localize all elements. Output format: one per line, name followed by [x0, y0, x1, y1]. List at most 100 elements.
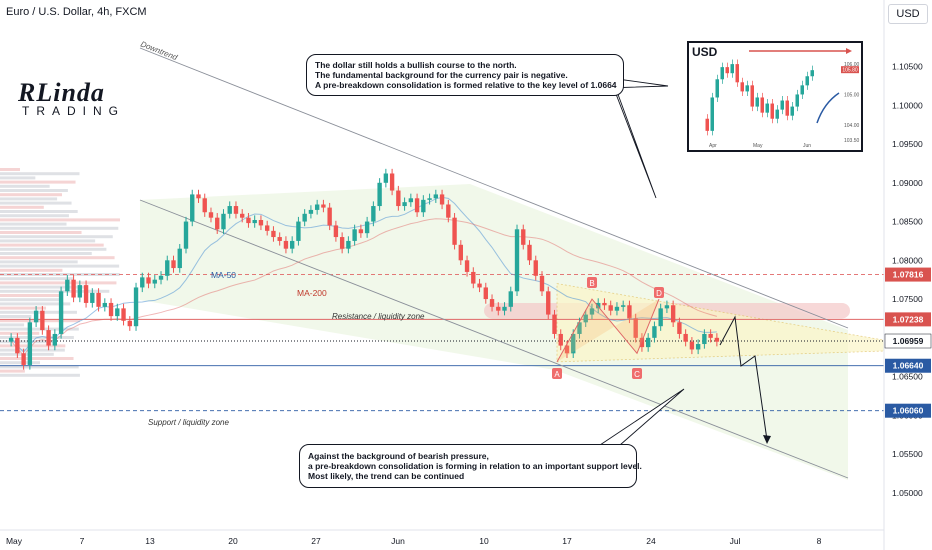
candle-body — [177, 248, 182, 269]
price-tick-label: 1.09500 — [892, 139, 923, 149]
time-tick-label: 10 — [479, 536, 489, 546]
inset-candle-body — [705, 118, 709, 131]
inset-candle-body — [735, 64, 739, 83]
volume-profile-bar — [0, 369, 25, 373]
candle-body — [458, 244, 463, 261]
candle-body — [15, 337, 20, 354]
inset-label: USD — [692, 45, 718, 59]
candle-body — [414, 198, 420, 213]
trend-layer — [10, 47, 849, 479]
candle-body — [283, 240, 289, 249]
volume-profile-bar — [0, 285, 88, 289]
candle-body — [621, 305, 626, 307]
candle-body — [196, 194, 201, 199]
volume-profile-bar — [0, 243, 104, 247]
time-tick-label: Jun — [391, 536, 405, 546]
time-tick-label: 20 — [228, 536, 238, 546]
candle-body — [633, 318, 638, 338]
candle-body — [464, 260, 470, 272]
volume-profile-bar — [0, 348, 65, 352]
candle-body — [645, 337, 651, 348]
candle-body — [377, 182, 382, 207]
levels-layer — [0, 274, 884, 412]
volume-profile-bar — [0, 176, 36, 180]
candle-body — [146, 277, 151, 284]
volume-profile-bar — [0, 277, 73, 281]
bottom-note-pointer — [599, 388, 685, 446]
inset-candle-body — [795, 94, 799, 107]
logo-sub-text: TRADING — [22, 104, 125, 118]
inset-candle-body — [760, 97, 764, 113]
inset-x-tick: Apr — [709, 143, 717, 149]
inset-candle-body — [755, 97, 759, 107]
volume-profile-bar — [0, 252, 92, 255]
candle-body — [246, 217, 251, 224]
inset-candle-body — [710, 97, 714, 131]
price-tick-label: 1.10500 — [892, 62, 923, 72]
candle-body — [533, 260, 538, 276]
inset-candle-body — [805, 76, 809, 86]
volume-profile-bar — [0, 210, 78, 213]
inset-candle-body — [745, 85, 749, 92]
candle-body — [346, 240, 351, 249]
downtrend-line-lower — [139, 199, 849, 479]
level-price-tag — [884, 333, 932, 349]
logo-main-text: RLinda — [18, 78, 105, 107]
volume-profile-bar — [0, 231, 82, 234]
level-price-tag — [885, 403, 931, 418]
pattern-layer: A B C D — [552, 277, 664, 379]
candle-body — [614, 306, 620, 311]
volume-profile-bar — [0, 205, 44, 209]
volume-profile-bar — [0, 373, 80, 377]
candle-body — [33, 310, 39, 323]
time-tick-label: 24 — [646, 536, 656, 546]
pattern-label-a: A — [554, 370, 560, 379]
candle-body — [215, 217, 220, 230]
candle-body — [452, 217, 457, 245]
pattern-label-d: D — [656, 289, 662, 298]
candle-body — [683, 333, 688, 342]
volume-profile-bar — [0, 298, 59, 302]
bottom-note-line: Most likely, the trend can be continued — [308, 471, 465, 481]
volume-profile-bar — [0, 193, 62, 197]
volume-profile-bar — [0, 260, 78, 264]
volume-profile-bar — [0, 226, 119, 230]
candle-body — [502, 306, 507, 311]
inset-candle-body — [785, 100, 789, 116]
volume-profile-bar — [0, 235, 113, 239]
inset-target-arrow — [846, 48, 852, 54]
volume-profile-bar — [0, 239, 96, 243]
candles-layer — [8, 168, 720, 370]
candle-body — [652, 326, 657, 338]
candle-body — [40, 310, 45, 331]
candle-body — [421, 199, 426, 213]
candle-body — [202, 198, 207, 213]
candle-body — [471, 271, 476, 284]
inset-candle-body — [740, 82, 744, 92]
price-tick-label: 1.08000 — [892, 255, 923, 265]
candle-body — [96, 292, 101, 307]
volume-profile-bar — [0, 302, 71, 306]
candle-body — [46, 330, 51, 346]
candle-body — [577, 322, 582, 334]
currency-button[interactable]: USD — [888, 4, 928, 24]
resistance-label: Resistance / liquidity zone — [332, 312, 425, 321]
candle-body — [333, 225, 339, 238]
pattern-label-c: C — [634, 370, 640, 379]
volume-profile-bar — [0, 189, 68, 192]
inset-candle-body — [780, 100, 784, 110]
inset-x-tick: May — [753, 143, 763, 149]
candle-body — [8, 337, 14, 342]
volume-profile-bar — [0, 214, 69, 218]
candle-body — [602, 302, 607, 306]
candle-body — [408, 198, 414, 203]
level-price-tag — [885, 312, 931, 327]
inset-candle-body — [725, 67, 729, 74]
volume-profile-bar — [0, 222, 67, 226]
inset-x-tick: Jun — [803, 143, 811, 149]
candle-body — [389, 173, 395, 191]
candle-body — [221, 213, 226, 230]
pattern-label-box — [654, 287, 664, 298]
candle-body — [258, 220, 264, 226]
